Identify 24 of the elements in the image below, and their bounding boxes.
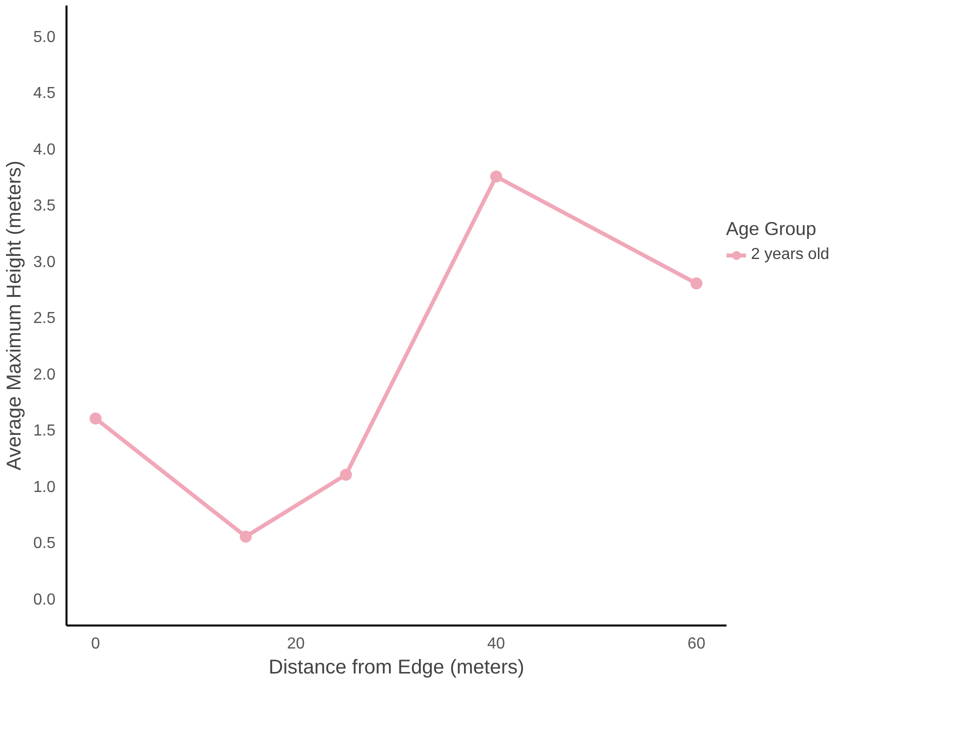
x-tick-label: 20 (286, 636, 305, 652)
y-tick-label: 1.5 (33, 422, 56, 440)
x-tick-label: 0 (91, 636, 100, 652)
x-tick-label: 60 (688, 636, 706, 652)
y-tick-label: 4.5 (33, 85, 56, 102)
point (490, 170, 502, 183)
legend-label: 2 years old (751, 246, 830, 264)
y-tick-label: 2.5 (33, 310, 56, 328)
y-tick-label: 1.0 (33, 478, 56, 496)
point (690, 277, 702, 290)
y-tick-label: 3.5 (33, 198, 56, 215)
point (340, 468, 352, 481)
y-tick-label: 0.5 (33, 535, 56, 552)
y-tick-label: 2.0 (33, 366, 56, 384)
y-tick-label: 4.0 (33, 141, 56, 158)
y-tick-label: 5.0 (33, 28, 56, 46)
point (240, 530, 252, 543)
x-tick-label: 40 (487, 636, 506, 652)
y-axis-title: Average Maximum Height (meters) (3, 160, 26, 470)
y-tick-label: 0.0 (33, 591, 56, 608)
point (90, 412, 102, 424)
x-axis-title: Distance from Edge (meters) (268, 656, 524, 678)
y-tick-label: 3.0 (33, 254, 56, 271)
legend-title: Age Group (726, 218, 818, 240)
